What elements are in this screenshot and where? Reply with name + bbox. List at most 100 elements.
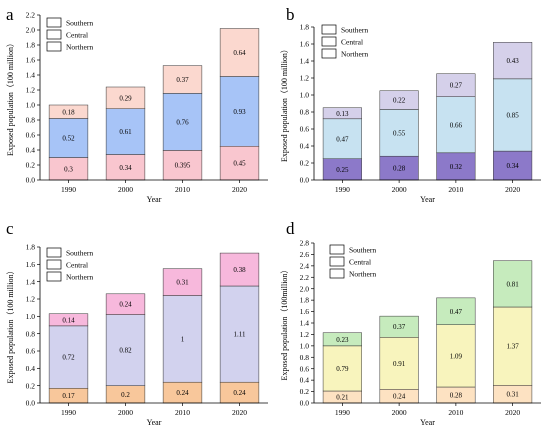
bar-southern-2000 (105, 293, 146, 315)
y-tick-label: 0.4 (300, 142, 310, 151)
y-tick-label: 1.0 (26, 101, 36, 110)
y-axis-title: Exposed population（100 million） (6, 267, 15, 384)
y-tick-label: 0.6 (300, 364, 310, 373)
bar-central-1990 (48, 118, 89, 158)
legend-swatch-southern (46, 247, 62, 258)
legend-label-southern: Southern (66, 249, 93, 258)
x-tick-label: 2010 (448, 185, 463, 194)
y-tick-label: 2.0 (300, 284, 310, 293)
bar-southern-2020 (493, 260, 533, 308)
bar-central-2010 (436, 324, 476, 388)
y-tick-label: 1.4 (26, 277, 36, 286)
legend-label-northern: Northern (349, 270, 376, 279)
legend-label-southern: Southern (66, 19, 93, 28)
y-tick-label: 1.6 (300, 307, 310, 316)
data-label-southern-2020: 0.64 (233, 49, 246, 57)
data-label-northern-1990: 0.21 (336, 394, 349, 402)
bar-southern-2000 (379, 315, 419, 338)
y-tick-label: 0.2 (300, 159, 310, 168)
y-tick-label: 0.0 (26, 399, 36, 408)
bar-central-2000 (379, 337, 419, 390)
data-label-southern-2000: 0.22 (393, 97, 406, 105)
y-tick-label: 0.8 (26, 329, 36, 338)
legend-label-northern: Northern (66, 43, 93, 52)
x-axis-title: Year (420, 195, 435, 204)
y-tick-label: 2.2 (26, 11, 36, 20)
data-label-northern-2010: 0.32 (450, 163, 463, 171)
bar-central-2000 (379, 109, 419, 157)
data-label-northern-2020: 0.24 (233, 389, 246, 397)
legend-label-southern: Southern (341, 26, 368, 35)
x-tick-label: 2010 (175, 408, 190, 417)
panel-label: d (286, 219, 295, 238)
y-tick-label: 0.4 (300, 376, 310, 385)
data-label-southern-1990: 0.18 (62, 108, 75, 116)
chart-panel-c: c 0.17 0.72 0.14 1990 0.2 0.82 0.24 2000 0.24 1 0.3… (6, 219, 268, 427)
data-label-central-2010: 0.66 (450, 121, 463, 129)
y-tick-label: 1.0 (300, 341, 310, 350)
bar-central-2010 (436, 96, 476, 154)
data-label-southern-2010: 0.47 (450, 308, 463, 316)
data-label-northern-2020: 0.45 (233, 160, 246, 168)
y-tick-label: 2.8 (300, 239, 310, 248)
data-label-central-2020: 0.85 (507, 111, 520, 119)
bar-northern-2000 (105, 154, 146, 181)
y-tick-label: 0.2 (26, 161, 36, 170)
legend-swatch-central (46, 29, 62, 40)
y-tick-label: 1.8 (300, 23, 310, 32)
legend-swatch-northern (46, 271, 62, 282)
data-label-central-2010: 0.76 (176, 118, 189, 126)
data-label-central-1990: 0.52 (62, 135, 75, 143)
x-tick-label: 2010 (448, 408, 463, 417)
bar-southern-1990 (322, 332, 362, 347)
legend-swatch-northern (321, 48, 337, 59)
data-label-central-2020: 0.93 (233, 108, 246, 116)
y-tick-label: 1.4 (300, 319, 310, 328)
data-label-northern-2010: 0.24 (176, 389, 189, 397)
y-tick-label: 1.0 (26, 312, 36, 321)
x-tick-label: 1990 (335, 408, 350, 417)
y-tick-label: 0.2 (26, 381, 36, 390)
legend-label-central: Central (66, 261, 88, 270)
panel-label: a (6, 5, 14, 24)
chart-panel-a: a 0.3 0.52 0.18 1990 0.34 0.61 0.29 2000 0.395 0.7… (6, 5, 268, 204)
x-tick-label: 2020 (232, 408, 247, 417)
y-tick-label: 0.8 (26, 116, 36, 125)
bar-central-2010 (162, 295, 203, 383)
y-tick-label: 1.8 (300, 296, 310, 305)
y-axis-title: Exposed population（100 million） (280, 45, 289, 162)
bar-central-2000 (105, 314, 146, 386)
legend-swatch-central (329, 256, 345, 267)
legend-label-central: Central (349, 258, 371, 267)
y-tick-label: 0.4 (26, 146, 36, 155)
legend-label-northern: Northern (341, 50, 368, 59)
chart-panel-b: b 0.25 0.47 0.13 1990 0.28 0.55 0.22 2000 0.32 0.6… (280, 5, 541, 204)
y-tick-label: 1.4 (26, 71, 36, 80)
bar-central-2000 (105, 108, 146, 155)
y-tick-label: 1.4 (300, 57, 310, 66)
data-label-southern-2010: 0.37 (176, 76, 189, 84)
bar-southern-2020 (219, 28, 260, 77)
bar-southern-2020 (493, 42, 533, 80)
y-tick-label: 0.4 (26, 364, 36, 373)
legend-swatch-southern (321, 24, 337, 35)
data-label-central-1990: 0.72 (62, 354, 75, 362)
legend: Southern Central Northern (321, 24, 368, 59)
y-tick-label: 0.0 (300, 399, 310, 408)
y-tick-label: 1.2 (300, 74, 310, 83)
y-tick-label: 2.4 (300, 261, 310, 270)
x-tick-label: 2000 (392, 408, 407, 417)
data-label-southern-2000: 0.24 (119, 301, 132, 309)
x-tick-label: 1990 (61, 408, 76, 417)
data-label-central-1990: 0.47 (336, 135, 349, 143)
data-label-central-2010: 1 (181, 335, 185, 343)
y-tick-label: 0.2 (300, 387, 310, 396)
x-axis-title: Year (420, 418, 435, 427)
x-tick-label: 2000 (118, 185, 133, 194)
data-label-northern-2000: 0.34 (119, 164, 132, 172)
y-tick-label: 1.2 (26, 86, 36, 95)
bar-southern-2010 (436, 297, 476, 325)
data-label-central-2020: 1.37 (507, 343, 520, 351)
legend-label-northern: Northern (66, 273, 93, 282)
